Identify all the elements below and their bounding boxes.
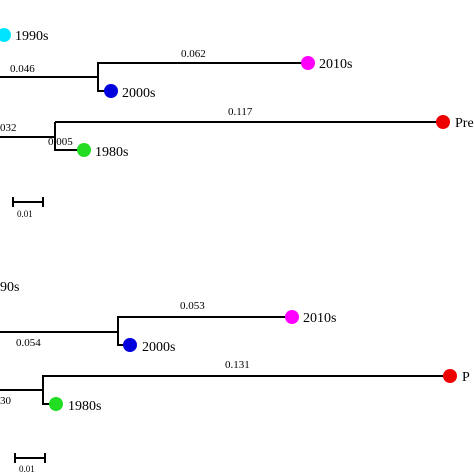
tree-bottom: 90s 0.054 0.053 2010s 2000s 30 0.131 P 1… xyxy=(0,280,470,474)
branch-label: 30 xyxy=(0,395,12,407)
branch-label: 032 xyxy=(0,122,17,134)
leaf-label: P xyxy=(462,370,470,385)
branch-label: 0.053 xyxy=(180,300,205,312)
leaf-label: 1990s xyxy=(15,29,48,44)
branch-label: 0.117 xyxy=(228,106,253,118)
leaf-label: 2000s xyxy=(142,340,175,355)
leaf-dot xyxy=(443,369,457,383)
leaf-label: 1980s xyxy=(68,399,101,414)
branch-label: 0.046 xyxy=(10,63,35,75)
branch-label: 0.054 xyxy=(16,337,41,349)
leaf-dot xyxy=(0,28,11,42)
branch-label: 0.131 xyxy=(225,359,250,371)
branch-label: 0.062 xyxy=(181,48,206,60)
leaf-label: 2010s xyxy=(303,311,336,326)
leaf-dot xyxy=(285,310,299,324)
leaf-dot xyxy=(436,115,450,129)
leaf-label: 2010s xyxy=(319,57,352,72)
leaf-dot xyxy=(77,143,91,157)
tree-top: 1990s 0.046 0.062 2010s 2000s 032 0.117 … xyxy=(0,28,474,219)
leaf-label: 1980s xyxy=(95,145,128,160)
leaf-label: 2000s xyxy=(122,86,155,101)
branch-label: 0.005 xyxy=(48,136,73,148)
leaf-dot xyxy=(104,84,118,98)
scale-label: 0.01 xyxy=(19,464,35,474)
leaf-dot xyxy=(301,56,315,70)
scale-label: 0.01 xyxy=(17,209,33,219)
leaf-label: 90s xyxy=(0,280,19,295)
leaf-dot xyxy=(49,397,63,411)
leaf-dot xyxy=(123,338,137,352)
leaf-label: Pre xyxy=(455,116,474,131)
